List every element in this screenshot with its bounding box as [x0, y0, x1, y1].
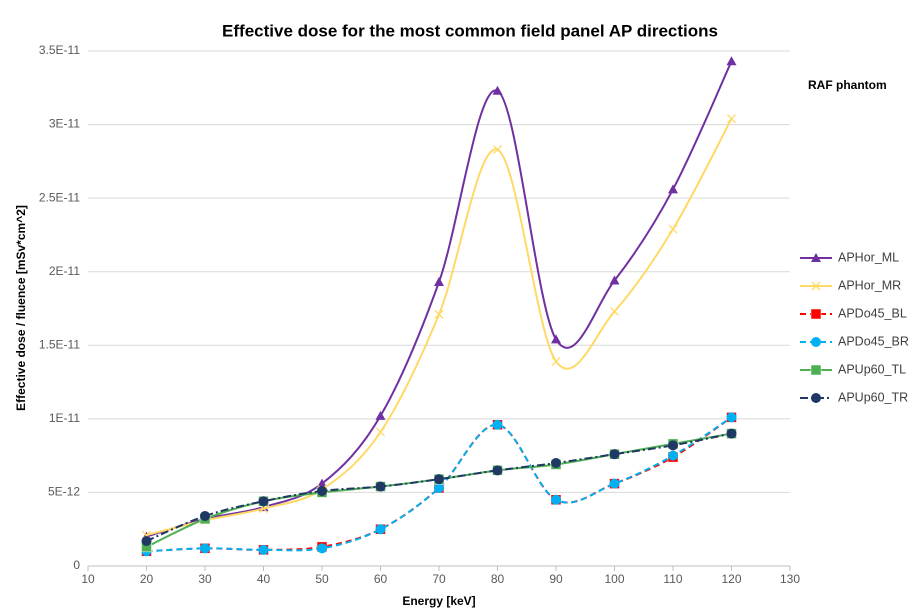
marker: [668, 184, 678, 194]
y-tick-label: 2.5E-11: [39, 190, 80, 204]
marker: [141, 535, 152, 546]
marker: [434, 483, 444, 494]
legend-label: APHor_MR: [838, 278, 901, 292]
marker: [610, 306, 619, 316]
marker: [810, 364, 822, 376]
x-tick-label: 90: [549, 572, 563, 586]
marker: [551, 494, 561, 505]
marker: [434, 309, 444, 319]
x-tick-label: 80: [491, 572, 505, 586]
series: [141, 428, 737, 546]
marker: [609, 449, 620, 460]
marker: [375, 481, 386, 492]
legend-label: APUp60_TL: [838, 362, 906, 376]
legend-label: APDo45_BL: [838, 306, 907, 320]
x-tick-label: 50: [315, 572, 329, 586]
marker: [668, 450, 678, 461]
marker: [551, 357, 561, 366]
x-tick-label: 110: [663, 572, 682, 586]
y-tick-label: 3E-11: [49, 117, 80, 131]
legend-label: APUp60_TR: [838, 390, 908, 404]
marker: [258, 544, 269, 555]
marker: [258, 496, 269, 507]
marker: [492, 419, 503, 430]
x-tick-label: 120: [721, 572, 741, 586]
marker: [317, 543, 327, 554]
y-tick-label: 1E-11: [49, 411, 80, 425]
marker: [375, 524, 386, 535]
legend-label: APHor_ML: [838, 250, 899, 264]
legend-label: APDo45_BR: [838, 334, 909, 348]
x-tick-label: 60: [374, 572, 388, 586]
series: [141, 412, 737, 557]
y-tick-label: 3.5E-11: [39, 43, 80, 57]
x-tick-label: 40: [257, 572, 271, 586]
y-tick-label: 1.5E-11: [39, 337, 80, 351]
marker: [668, 440, 678, 451]
marker: [810, 308, 822, 320]
x-tick-label: 70: [432, 572, 446, 586]
marker: [726, 428, 737, 439]
marker: [609, 478, 620, 489]
marker: [668, 224, 678, 234]
marker: [317, 485, 327, 496]
marker: [493, 145, 502, 155]
marker: [492, 85, 503, 95]
marker: [376, 427, 385, 437]
marker: [434, 277, 444, 287]
chart-title: Effective dose for the most common field…: [222, 21, 718, 40]
marker: [726, 412, 737, 423]
x-tick-label: 130: [780, 572, 800, 586]
marker: [551, 334, 561, 344]
series-line: [146, 60, 733, 538]
annotation: RAF phantom: [808, 78, 887, 92]
marker: [811, 337, 821, 347]
marker: [492, 465, 503, 476]
marker: [200, 510, 210, 521]
marker: [375, 410, 386, 420]
marker: [727, 114, 736, 124]
marker: [811, 281, 821, 291]
marker: [551, 458, 561, 468]
x-tick-label: 30: [198, 572, 212, 586]
marker: [609, 275, 620, 285]
y-tick-label: 0: [73, 558, 80, 572]
series-line: [146, 416, 733, 553]
marker: [726, 56, 737, 66]
marker: [317, 478, 327, 488]
marker: [200, 543, 210, 554]
series-line: [146, 118, 733, 537]
x-tick-label: 100: [604, 572, 624, 586]
marker: [811, 393, 821, 403]
marker: [811, 253, 821, 262]
y-axis-title: Effective dose / fluence [mSv*cm^2]: [14, 205, 28, 411]
x-axis-title: Energy [keV]: [402, 594, 475, 608]
x-tick-label: 10: [81, 572, 95, 586]
y-tick-label: 2E-11: [49, 264, 80, 278]
marker: [434, 474, 444, 485]
y-tick-label: 5E-12: [48, 485, 80, 499]
x-tick-label: 20: [140, 572, 154, 586]
